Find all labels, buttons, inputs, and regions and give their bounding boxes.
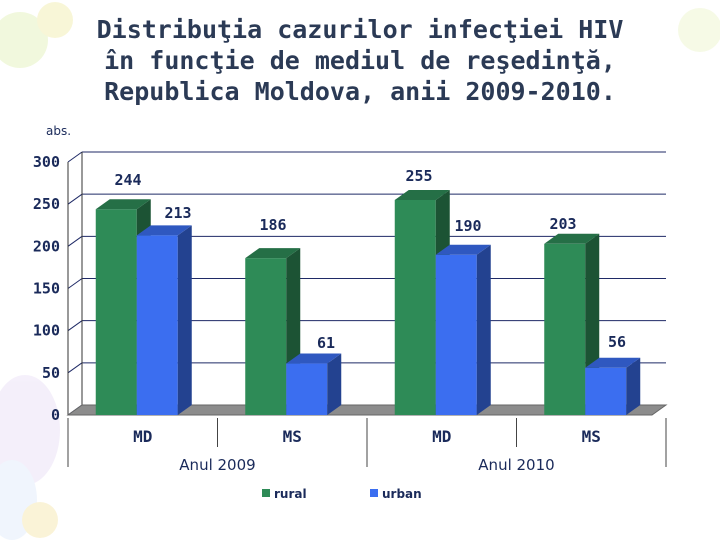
bar-rural [95, 209, 137, 415]
data-label: 190 [454, 217, 481, 235]
bar-top [245, 248, 301, 259]
bar-urban [585, 367, 627, 415]
x-tick-label: MS [582, 427, 601, 446]
bar-top [544, 233, 600, 244]
bar-side [476, 244, 491, 415]
gridline-side [67, 193, 83, 205]
bar-side [327, 353, 342, 415]
data-label: 56 [608, 333, 626, 351]
legend-swatch-rural [262, 489, 270, 497]
y-tick-label: 200 [33, 237, 60, 255]
bar-urban [435, 254, 477, 415]
y-tick-label: 300 [33, 153, 60, 171]
title-line: Distribuţia cazurilor infecţiei HIV [96, 15, 624, 44]
legend-label-urban: urban [382, 487, 422, 501]
gridline-side [67, 320, 83, 332]
bar-top [95, 199, 151, 210]
gridline-side [67, 362, 83, 374]
x-tick-label: MD [133, 427, 152, 446]
y-axis-label: abs. [46, 124, 71, 138]
data-label: 186 [259, 216, 286, 234]
bar-urban [136, 235, 178, 415]
data-label: 213 [164, 204, 191, 222]
data-label: 255 [405, 167, 432, 185]
bar-urban [286, 363, 328, 415]
bar-top [286, 353, 342, 364]
bar-top [585, 357, 641, 368]
title-line: Republica Moldova, anii 2009-2010. [104, 77, 616, 106]
chart-title: Distribuţia cazurilor infecţiei HIV în f… [40, 14, 680, 107]
bar-top [394, 189, 450, 200]
group-label: Anul 2009 [179, 456, 255, 474]
y-tick-label: 50 [42, 364, 60, 382]
group-label: Anul 2010 [478, 456, 554, 474]
legend-label-rural: rural [274, 487, 307, 501]
gridline-side [67, 235, 83, 247]
x-tick-label: MS [283, 427, 302, 446]
gridline-side [67, 278, 83, 289]
data-label: 203 [549, 215, 576, 233]
bar-rural [245, 258, 287, 415]
gridline-side [67, 151, 83, 163]
x-tick-label: MD [432, 427, 451, 446]
y-tick-label: 100 [33, 322, 60, 340]
bar-side [177, 225, 192, 415]
bar-rural [394, 199, 436, 415]
bar-top [435, 244, 491, 255]
y-tick-label: 150 [33, 280, 60, 298]
bar-side [626, 357, 641, 415]
title-line: în funcţie de mediul de reşedinţă, [104, 46, 616, 75]
data-label: 61 [317, 334, 335, 352]
y-tick-label: 0 [51, 406, 60, 424]
bar-top [136, 225, 192, 236]
y-tick-label: 250 [33, 195, 60, 213]
bar-rural [544, 243, 586, 415]
legend-swatch-urban [370, 489, 378, 497]
data-label: 244 [114, 171, 141, 189]
